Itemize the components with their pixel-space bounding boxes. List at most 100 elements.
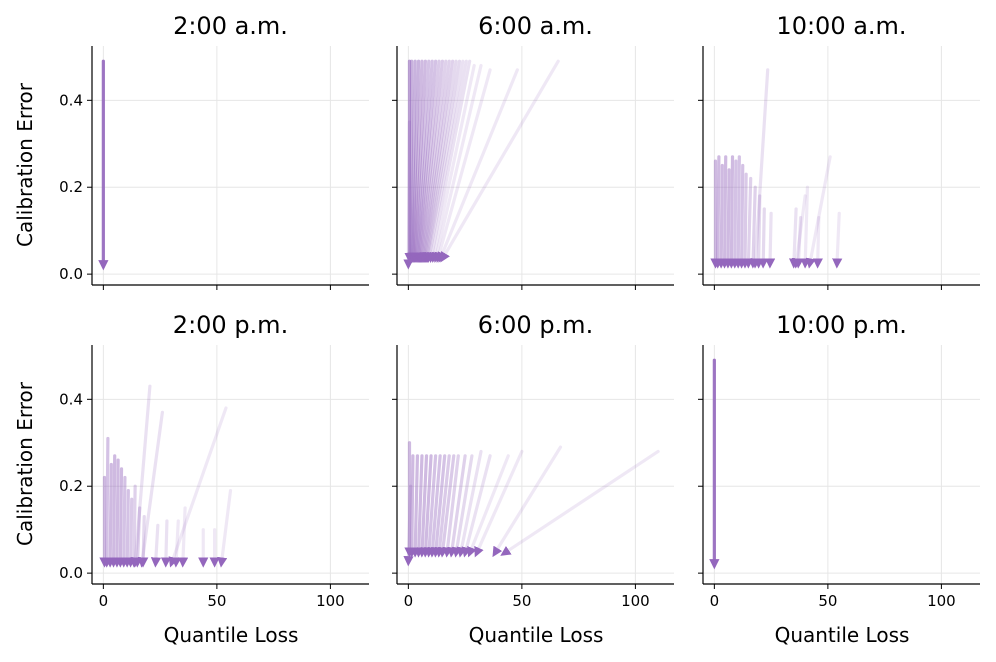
xtick-label-0: 0 <box>710 592 720 610</box>
arrow-17 <box>474 449 524 558</box>
xtick-label-2: 100 <box>316 592 345 610</box>
arrow-2 <box>410 454 421 558</box>
panel-6: 0 50 100 10:00 p.m. <box>698 311 980 610</box>
y-axis-label-bottom: Calibration Error <box>13 381 37 546</box>
arrow-19 <box>805 155 832 269</box>
panel-1: 0.0 0.2 0.4 2:00 a.m. <box>59 12 369 290</box>
panel-3: 10:00 a.m. <box>698 12 980 290</box>
arrow-16 <box>467 454 510 558</box>
panel-4: 0.0 0.2 0.4 0 50 100 2:00 p.m. <box>59 311 369 610</box>
panel-title: 2:00 p.m. <box>173 311 288 339</box>
arrow-10 <box>132 506 143 568</box>
arrow-9 <box>415 59 441 264</box>
arrow-20 <box>403 484 414 567</box>
arrow-13 <box>420 59 455 263</box>
arrow-20 <box>832 211 843 269</box>
arrow-1 <box>406 454 417 558</box>
xtick-label-1: 50 <box>207 592 226 610</box>
arrow-8 <box>736 163 747 269</box>
arrow-14 <box>421 59 458 263</box>
arrow-17 <box>793 216 804 269</box>
ytick-label-0: 0.0 <box>59 265 83 283</box>
arrow-20 <box>432 63 483 263</box>
arrow-4 <box>417 454 429 558</box>
ytick-label-2: 0.4 <box>59 91 83 109</box>
arrow-19 <box>500 449 660 556</box>
arrow-12 <box>418 59 451 263</box>
panel-5: 0 50 100 6:00 p.m. <box>392 311 674 610</box>
arrow-22 <box>437 68 519 263</box>
arrow-11 <box>138 515 149 568</box>
x-axis-label-col1: Quantile Loss <box>164 623 299 647</box>
arrow-4 <box>409 59 424 264</box>
arrow-3 <box>407 59 421 264</box>
arrow-21 <box>177 506 189 568</box>
arrow-3 <box>719 155 730 269</box>
xtick-label-2: 100 <box>621 592 650 610</box>
arrow-9 <box>128 484 140 568</box>
arrow-12 <box>753 194 764 269</box>
x-axis-label-col3: Quantile Loss <box>775 623 910 647</box>
arrow-14 <box>150 523 162 568</box>
ytick-label-0: 0.0 <box>59 564 83 582</box>
arrow-21 <box>812 216 823 269</box>
arrow-24 <box>403 120 414 270</box>
panel-title: 10:00 p.m. <box>776 311 907 339</box>
arrow-14 <box>750 68 770 269</box>
arrow-11 <box>748 185 759 269</box>
arrow-1 <box>712 155 723 269</box>
panel-2: 6:00 a.m. <box>392 12 674 290</box>
arrow-17 <box>424 59 468 263</box>
arrow-16 <box>423 59 465 263</box>
arrow-11 <box>442 454 460 558</box>
arrow-6 <box>729 159 740 269</box>
xtick-label-1: 50 <box>818 592 837 610</box>
panel-title: 2:00 a.m. <box>173 12 288 40</box>
arrow-10 <box>416 59 445 263</box>
arrow-15 <box>461 454 492 558</box>
arrow-6 <box>424 454 438 558</box>
panel-title: 6:00 p.m. <box>478 311 593 339</box>
arrow-7 <box>122 488 133 568</box>
panel-title: 6:00 a.m. <box>478 12 593 40</box>
arrow-15 <box>422 59 462 263</box>
arrow-5 <box>726 155 737 269</box>
panels-group: 0.0 0.2 0.4 2:00 a.m. 6:00 a.m. 10:00 a.m. 0.0… <box>59 12 980 610</box>
arrow-12 <box>130 384 152 568</box>
arrow-13 <box>137 410 164 568</box>
arrow-11 <box>417 59 448 263</box>
arrow-12 <box>447 454 467 558</box>
arrow-20 <box>217 488 233 568</box>
arrow-10 <box>743 176 754 269</box>
arrow-2 <box>716 163 727 269</box>
ytick-label-2: 0.4 <box>59 390 83 408</box>
arrow-7 <box>733 155 744 269</box>
arrow-3 <box>108 454 119 568</box>
arrow-22 <box>800 185 811 269</box>
arrow-9 <box>739 172 751 269</box>
arrow-8 <box>413 59 438 264</box>
ytick-label-1: 0.2 <box>59 477 83 495</box>
arrow-9 <box>434 454 451 558</box>
y-axis-label-top: Calibration Error <box>13 82 37 247</box>
x-axis-label-col2: Quantile Loss <box>469 623 604 647</box>
arrow-1 <box>101 436 112 568</box>
arrow-7 <box>412 59 434 264</box>
xtick-label-2: 100 <box>927 592 956 610</box>
xtick-label-1: 50 <box>512 592 531 610</box>
arrow-2 <box>105 462 116 568</box>
arrow-4 <box>111 458 123 568</box>
arrow-13 <box>451 454 474 558</box>
arrow-13 <box>758 207 769 269</box>
panel-title: 10:00 a.m. <box>776 12 906 40</box>
arrow-16 <box>788 207 800 269</box>
arrow-5 <box>115 467 126 568</box>
arrow-4 <box>722 168 734 269</box>
arrow-6 <box>118 475 129 568</box>
arrow-23 <box>440 59 560 263</box>
arrow-8 <box>125 497 136 568</box>
arrow-15 <box>764 211 776 269</box>
xtick-label-0: 0 <box>99 592 109 610</box>
arrow-10 <box>438 454 456 558</box>
